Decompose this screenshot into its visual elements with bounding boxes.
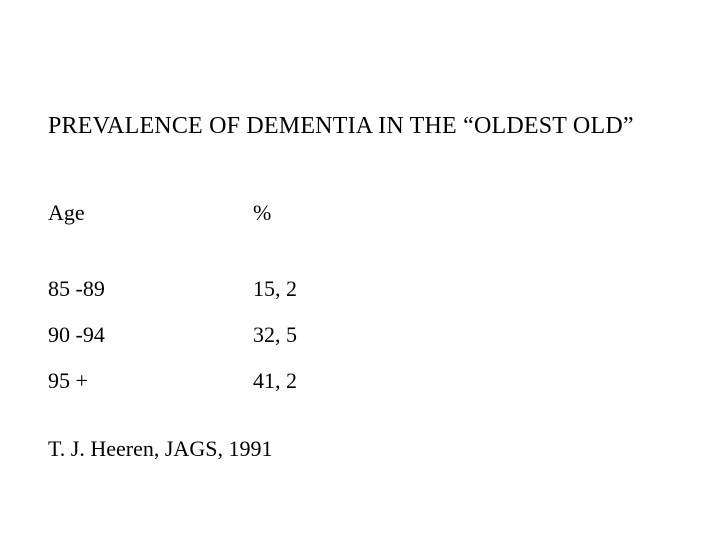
table-header-row: Age % xyxy=(48,200,648,226)
cell-percent: 15, 2 xyxy=(253,276,297,302)
cell-age: 85 -89 xyxy=(48,276,253,302)
prevalence-table: Age % 85 -89 15, 2 90 -94 32, 5 95 + 41,… xyxy=(48,200,648,414)
citation: T. J. Heeren, JAGS, 1991 xyxy=(48,436,272,462)
col-header-percent: % xyxy=(253,200,271,226)
cell-percent: 32, 5 xyxy=(253,322,297,348)
table-row: 85 -89 15, 2 xyxy=(48,276,648,302)
table-row: 95 + 41, 2 xyxy=(48,368,648,394)
cell-age: 90 -94 xyxy=(48,322,253,348)
cell-age: 95 + xyxy=(48,368,253,394)
slide: PREVALENCE OF DEMENTIA IN THE “OLDEST OL… xyxy=(0,0,720,540)
col-header-age: Age xyxy=(48,200,253,226)
page-title: PREVALENCE OF DEMENTIA IN THE “OLDEST OL… xyxy=(48,113,634,140)
cell-percent: 41, 2 xyxy=(253,368,297,394)
table-row: 90 -94 32, 5 xyxy=(48,322,648,348)
